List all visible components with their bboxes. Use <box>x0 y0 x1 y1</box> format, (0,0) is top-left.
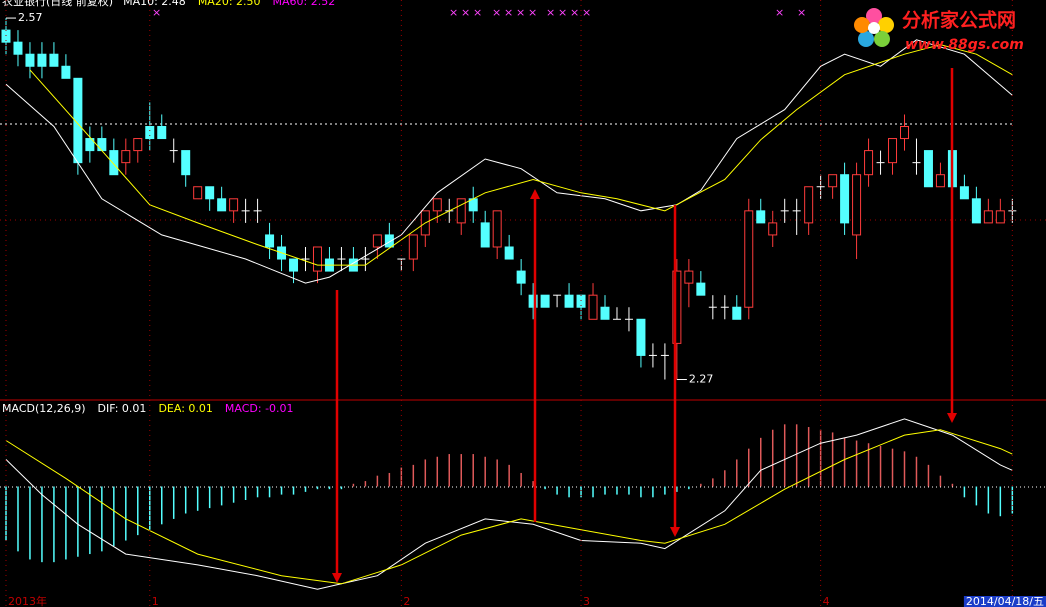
body <box>61 65 71 79</box>
body <box>696 282 706 296</box>
arrows <box>332 68 957 583</box>
body <box>480 222 490 248</box>
body <box>672 270 682 344</box>
indicator-line <box>29 44 1013 266</box>
x-tick-label: 2013年 <box>8 594 47 607</box>
body <box>193 186 203 200</box>
body <box>372 234 382 248</box>
body <box>971 198 981 224</box>
body <box>49 53 59 67</box>
body <box>900 126 909 140</box>
body <box>181 150 191 176</box>
body <box>923 150 933 188</box>
x-tick-label: 2014/04/18/五 <box>966 595 1044 607</box>
body <box>145 126 155 140</box>
legend-entry: DIF: 0.01 <box>98 402 147 415</box>
marker: × <box>797 6 806 19</box>
body <box>744 210 754 308</box>
body <box>888 138 898 164</box>
x-tick-label: 3 <box>583 595 590 607</box>
chart-title: 农业银行(日线 前复权) <box>2 0 113 8</box>
body <box>289 258 299 272</box>
body <box>37 53 47 67</box>
logo-flower <box>854 8 894 47</box>
body <box>157 126 167 140</box>
body <box>516 270 526 284</box>
body <box>456 198 466 224</box>
marker: × <box>473 6 482 19</box>
marker: × <box>516 6 525 19</box>
body <box>85 138 95 152</box>
marker: × <box>582 6 591 19</box>
body <box>684 270 694 284</box>
body <box>756 210 766 224</box>
legend-entry: DEA: 0.01 <box>158 402 212 415</box>
body <box>840 174 850 224</box>
marker: × <box>570 6 579 19</box>
body <box>804 186 814 224</box>
body <box>25 53 35 67</box>
body <box>504 246 514 260</box>
body <box>636 318 646 356</box>
marker: × <box>152 6 161 19</box>
body <box>540 294 550 308</box>
indicator-line <box>5 429 1013 585</box>
logo-name: 分析家公式网 <box>902 9 1016 32</box>
body <box>97 138 107 152</box>
date-box <box>963 596 1046 607</box>
x-tick-label: 4 <box>823 595 830 607</box>
body <box>109 150 119 176</box>
marker: × <box>546 6 555 19</box>
indicator-line <box>5 418 1013 590</box>
marker: × <box>492 6 501 19</box>
marker: × <box>461 6 470 19</box>
body <box>121 150 131 164</box>
body <box>828 174 838 188</box>
marker: × <box>449 6 458 19</box>
body <box>492 210 502 248</box>
legend-entry: MA20: 2.50 <box>198 0 261 8</box>
body <box>852 174 862 236</box>
logo-url: www.88gs.com <box>905 37 1024 53</box>
marker: × <box>528 6 537 19</box>
legend-entry: MACD(12,26,9) <box>2 402 86 415</box>
legend-entry: MACD: -0.01 <box>225 402 294 415</box>
body <box>13 41 23 55</box>
logo: 分析家公式网 www.88gs.com <box>854 8 1024 53</box>
body <box>600 306 610 320</box>
body <box>312 246 322 272</box>
marker: × <box>775 6 784 19</box>
x-tick-label: 1 <box>152 595 159 607</box>
body <box>205 186 215 200</box>
body <box>229 198 239 212</box>
body <box>935 174 945 188</box>
body <box>133 138 143 152</box>
body <box>265 234 275 248</box>
marker: × <box>558 6 567 19</box>
body <box>217 198 227 212</box>
body <box>588 294 598 320</box>
signal-markers: × × × × × × × × × × × × ×× <box>152 6 806 19</box>
body <box>864 150 874 176</box>
body <box>528 294 538 308</box>
annotation: 2.57 <box>18 11 43 24</box>
marker: × <box>504 6 513 19</box>
body <box>768 222 778 236</box>
body <box>432 198 442 212</box>
body <box>983 210 993 224</box>
legend-entry: MA10: 2.48 <box>123 0 186 8</box>
body <box>732 306 742 320</box>
body <box>995 210 1005 224</box>
body <box>564 294 574 308</box>
body <box>384 234 394 248</box>
annotation: 2.27 <box>689 373 714 386</box>
body <box>959 186 969 200</box>
body <box>408 234 418 260</box>
x-tick-label: 2 <box>403 595 410 607</box>
legend-entry: MA60: 2.52 <box>273 0 336 8</box>
